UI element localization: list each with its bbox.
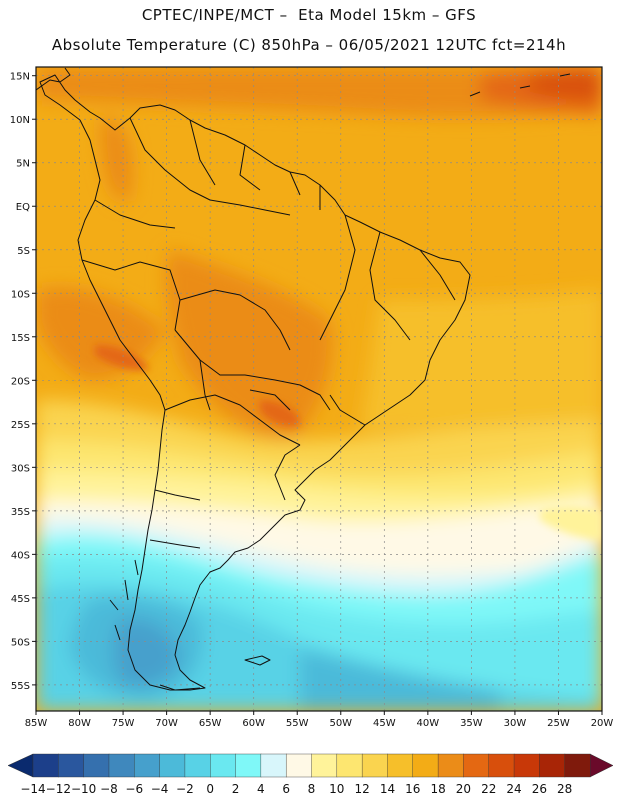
lon-tick-label: 80W: [68, 718, 91, 729]
lon-tick-label: 45W: [373, 718, 396, 729]
lon-tick-label: 55W: [286, 718, 309, 729]
longitude-axis-labels: 85W 80W 75W 70W 65W 60W 55W 50W 45W 40W 35W 30W 25W 2…: [25, 711, 614, 729]
colorbar-low-arrow: [7, 753, 34, 778]
colorbar-tick-label: 2: [232, 782, 240, 796]
lon-tick-label: 50W: [329, 718, 352, 729]
colorbar-swatch: [134, 753, 161, 778]
latitude-axis-labels: 15N 10N 5N EQ 5S 10S 15S 20S 25S 30S 35S 40S 45S 50S 5…: [10, 72, 36, 692]
lon-tick-label: 85W: [25, 718, 48, 729]
map-title-line2: Absolute Temperature (C) 850hPa – 06/05/…: [51, 36, 567, 54]
colorbar-swatch: [159, 753, 186, 778]
lat-tick-label: 20S: [11, 376, 30, 387]
colorbar-tick-label: 22: [481, 782, 496, 796]
colorbar-tick-label: 26: [532, 782, 547, 796]
colorbar-tick-label: 8: [308, 782, 316, 796]
colorbar-tick-label: 10: [329, 782, 344, 796]
temperature-field: [36, 67, 602, 711]
lon-tick-label: 35W: [460, 718, 483, 729]
lon-tick-label: 60W: [242, 718, 265, 729]
coastline-and-borders: [36, 67, 571, 691]
colorbar-tick-label: 18: [430, 782, 445, 796]
colorbar-high-arrow: [589, 753, 614, 778]
colorbar-swatch: [463, 753, 490, 778]
temperature-colorbar: −14 −12 −10 −8 −6 −4 −2 0 2 4 6 8 10 12 14 16 18 20 22 24 26…: [7, 753, 614, 796]
colorbar-swatch: [311, 753, 338, 778]
lat-lon-grid: [35, 67, 603, 711]
colorbar-swatch: [210, 753, 237, 778]
colorbar-swatch: [58, 753, 85, 778]
colorbar-tick-label: 6: [282, 782, 290, 796]
colorbar-swatch: [260, 753, 287, 778]
colorbar-swatch: [83, 753, 110, 778]
map-frame: [35, 66, 603, 712]
lon-tick-label: 75W: [112, 718, 135, 729]
lat-tick-label: 10S: [11, 289, 30, 300]
colorbar-swatch: [108, 753, 135, 778]
colorbar-swatch: [285, 753, 313, 778]
colorbar-swatch: [488, 753, 515, 778]
colorbar-tick-label: 12: [354, 782, 369, 796]
colorbar-swatch: [412, 753, 439, 778]
colorbar-swatch: [539, 753, 566, 778]
colorbar-tick-label: −8: [100, 782, 118, 796]
lat-tick-label: 55S: [11, 681, 30, 692]
lat-tick-label: 5S: [17, 246, 30, 257]
lon-tick-label: 30W: [504, 718, 527, 729]
lat-tick-label: 30S: [11, 463, 30, 474]
lat-tick-label: 35S: [11, 507, 30, 518]
colorbar-swatch: [437, 753, 464, 778]
colorbar-tick-label: 28: [557, 782, 572, 796]
lat-tick-label: 50S: [11, 637, 30, 648]
lat-tick-label: 15N: [10, 72, 30, 83]
lon-tick-label: 25W: [547, 718, 570, 729]
lon-tick-label: 40W: [417, 718, 440, 729]
colorbar-tick-label: −10: [71, 782, 96, 796]
colorbar-tick-label: 24: [506, 782, 521, 796]
colorbar-tick-label: 20: [456, 782, 471, 796]
colorbar-tick-label: 16: [405, 782, 420, 796]
colorbar-tick-label: −4: [151, 782, 169, 796]
colorbar-swatch: [235, 753, 262, 778]
lat-tick-label: 40S: [11, 550, 30, 561]
colorbar-tick-label: −2: [176, 782, 194, 796]
colorbar-tick-label: −12: [46, 782, 71, 796]
colorbar-tick-label: 0: [206, 782, 214, 796]
colorbar-tick-label: 14: [380, 782, 395, 796]
lon-tick-label: 70W: [155, 718, 178, 729]
lat-tick-label: EQ: [16, 202, 30, 213]
colorbar-swatch: [336, 753, 363, 778]
colorbar-swatch: [387, 753, 414, 778]
colorbar-tick-label: −14: [20, 782, 45, 796]
colorbar-swatch: [32, 753, 59, 778]
colorbar-swatch: [513, 753, 540, 778]
lon-tick-label: 65W: [199, 718, 222, 729]
map-title-line1: CPTEC/INPE/MCT – Eta Model 15km – GFS: [141, 6, 477, 24]
colorbar-swatch: [184, 753, 211, 778]
lat-tick-label: 25S: [11, 420, 30, 431]
lat-tick-label: 45S: [11, 594, 30, 605]
lon-tick-label: 20W: [591, 718, 614, 729]
lat-tick-label: 15S: [11, 333, 30, 344]
colorbar-tick-label: 4: [257, 782, 265, 796]
lat-tick-label: 5N: [16, 159, 30, 170]
lat-tick-label: 10N: [10, 115, 30, 126]
colorbar-swatch: [564, 753, 591, 778]
colorbar-swatch: [361, 753, 388, 778]
colorbar-tick-label: −6: [125, 782, 143, 796]
